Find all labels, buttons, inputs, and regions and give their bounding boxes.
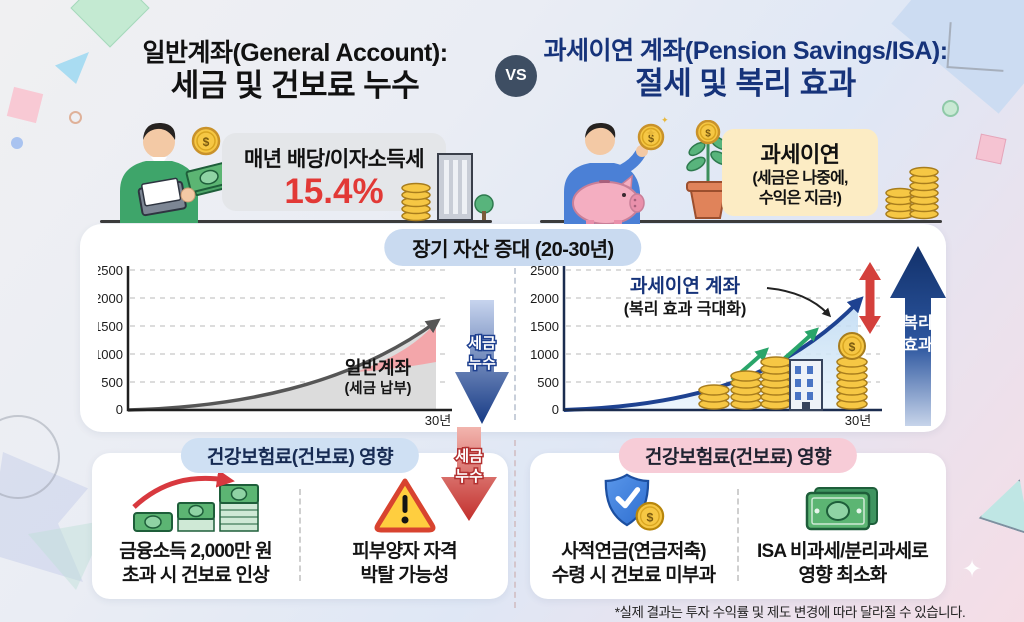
banknote-icon: [805, 487, 878, 531]
deco-square-pink-topright: [975, 133, 1007, 165]
growth-panel: 장기 자산 증대 (20-30년) 2500 2000 1500 1000 50…: [80, 224, 946, 432]
deco-circle-blue: [11, 137, 23, 149]
dividend-tax-label: 매년 배당/이자소득세: [243, 148, 425, 171]
right-title: 과세이연 계좌(Pension Savings/ISA): 절세 및 복리 효과: [538, 36, 953, 102]
coin-stacks-illustration: [885, 166, 939, 220]
general-account-chart: 2500 2000 1500 1000 500 0 일반계좌 (세금 납부) 3…: [98, 263, 452, 428]
sparkle-bottomright-icon: ✦: [962, 556, 983, 583]
income-increase-item: 금융소득 2,000만 원 초과 시 건보료 인상: [92, 473, 299, 599]
svg-text:과세이연 계좌: 과세이연 계좌: [630, 275, 741, 297]
income-item-line2: 초과 시 건보료 인상: [122, 565, 270, 586]
dependent-item-line1: 피부양자 자격: [352, 541, 457, 562]
svg-text:500: 500: [537, 375, 559, 390]
svg-text:30년: 30년: [425, 413, 451, 428]
deco-triangle-blue: [55, 52, 89, 84]
dividend-tax-rate: 15.4%: [284, 172, 384, 211]
dependent-item-line2: 박탈 가능성: [360, 565, 450, 586]
panel-center-divider: [514, 268, 516, 420]
pension-item-line2: 수령 시 건보료 미부과: [551, 565, 716, 586]
svg-text:1500: 1500: [98, 319, 123, 334]
tax-leak-arrow-red: 세금 누수: [441, 427, 497, 521]
income-item-line1: 금융소득 2,000만 원: [119, 541, 272, 562]
person-holding-money-illustration: $: [120, 122, 238, 223]
vs-badge: VS: [495, 55, 537, 97]
pension-exempt-item: $ 사적연금(연금저축) 수령 시 건보료 미부과: [530, 473, 737, 599]
svg-text:$: $: [646, 511, 653, 525]
tax-leak-arrow-blue: 세금 누수: [455, 300, 509, 424]
isa-item-line1: ISA 비과세/분리과세로: [757, 541, 929, 562]
deco-circle-peach: [69, 111, 82, 124]
footnote: *실제 결과는 투자 수익률 및 제도 변경에 따라 달라질 수 있습니다.: [614, 605, 966, 620]
growth-panel-title: 장기 자산 증대 (20-30년): [384, 229, 642, 266]
svg-text:1500: 1500: [530, 319, 559, 334]
right-desk-line: [540, 220, 942, 223]
svg-text:누수: 누수: [455, 468, 483, 485]
left-desk-line: [100, 220, 492, 223]
tax-deferral-line2: 수익은 지금!): [758, 190, 842, 207]
svg-text:500: 500: [101, 375, 123, 390]
svg-text:세금: 세금: [455, 448, 483, 465]
left-title-line2: 세금 및 건보료 누수: [170, 68, 420, 103]
lower-center-divider: [514, 440, 516, 608]
bottom-left-divider: [299, 489, 301, 581]
svg-text:0: 0: [552, 402, 559, 417]
svg-text:효과: 효과: [903, 336, 933, 354]
bottom-left-header: 건강보험료(건보료) 영향: [180, 438, 420, 473]
bottom-right-header: 건강보험료(건보료) 영향: [618, 438, 858, 473]
tax-deferral-title: 과세이연: [760, 142, 840, 167]
right-title-line2: 절세 및 복리 효과: [635, 66, 856, 101]
svg-text:$: $: [705, 129, 711, 140]
svg-text:2500: 2500: [98, 263, 123, 278]
svg-text:$: $: [648, 133, 654, 145]
pension-item-line1: 사적연금(연금저축): [561, 541, 706, 562]
deco-triangle-bottomright: [979, 471, 1024, 535]
svg-text:1000: 1000: [98, 347, 123, 362]
svg-text:누수: 누수: [468, 355, 496, 372]
svg-text:2500: 2500: [530, 263, 559, 278]
isa-item-line2: 영향 최소화: [798, 565, 888, 586]
svg-text:2000: 2000: [98, 291, 123, 306]
tax-deferral-line1: (세금은 나중에,: [752, 170, 848, 187]
left-title-line1: 일반계좌(General Account):: [142, 39, 448, 67]
svg-text:0: 0: [116, 402, 123, 417]
svg-text:(세금 납부): (세금 납부): [344, 380, 411, 397]
sparkle-coin-small-icon: ✦: [661, 115, 669, 125]
svg-text:$: $: [849, 340, 856, 354]
general-health-insurance-panel: 건강보험료(건보료) 영향: [92, 438, 508, 599]
person-piggybank-illustration: $: [564, 122, 665, 224]
tax-deferred-chart: 2500 2000 1500 1000 500 0 과세이연 계좌 (복리 효과…: [530, 262, 882, 428]
tax-deferral-callout: 과세이연 (세금은 나중에, 수익은 지금!): [722, 129, 878, 216]
dependent-status-item: 피부양자 자격 박탈 가능성: [301, 473, 508, 599]
deco-square-pink-left: [6, 86, 44, 124]
svg-text:일반계좌: 일반계좌: [345, 358, 412, 378]
sparkle-coin-icon: ✦: [645, 125, 657, 141]
shield-check-coin-icon: $: [604, 473, 664, 531]
svg-text:30년: 30년: [845, 413, 871, 428]
svg-text:복리: 복리: [903, 314, 932, 332]
deferred-health-insurance-panel: 건강보험료(건보료) 영향 $ 사적연금(연금저축): [530, 438, 946, 599]
money-growth-icon: [131, 473, 259, 532]
svg-text:세금: 세금: [468, 335, 496, 352]
isa-exempt-item: ISA 비과세/분리과세로 영향 최소화: [739, 473, 946, 599]
left-title: 일반계좌(General Account): 세금 및 건보료 누수: [115, 38, 475, 104]
svg-text:2000: 2000: [530, 291, 559, 306]
right-title-line1: 과세이연 계좌(Pension Savings/ISA):: [543, 37, 948, 65]
svg-text:1000: 1000: [530, 347, 559, 362]
bottom-right-divider: [737, 489, 739, 581]
warning-icon: [374, 478, 435, 533]
deco-line-topright: [946, 22, 1007, 72]
building-coins-illustration: [401, 153, 494, 222]
dividend-tax-callout: 매년 배당/이자소득세 15.4%: [222, 133, 446, 211]
deco-circle-green-topright: [942, 100, 959, 117]
svg-text:$: $: [203, 135, 210, 149]
svg-text:(복리 효과 극대화): (복리 효과 극대화): [624, 299, 747, 318]
compound-effect-arrow: 복리 효과: [890, 246, 946, 426]
